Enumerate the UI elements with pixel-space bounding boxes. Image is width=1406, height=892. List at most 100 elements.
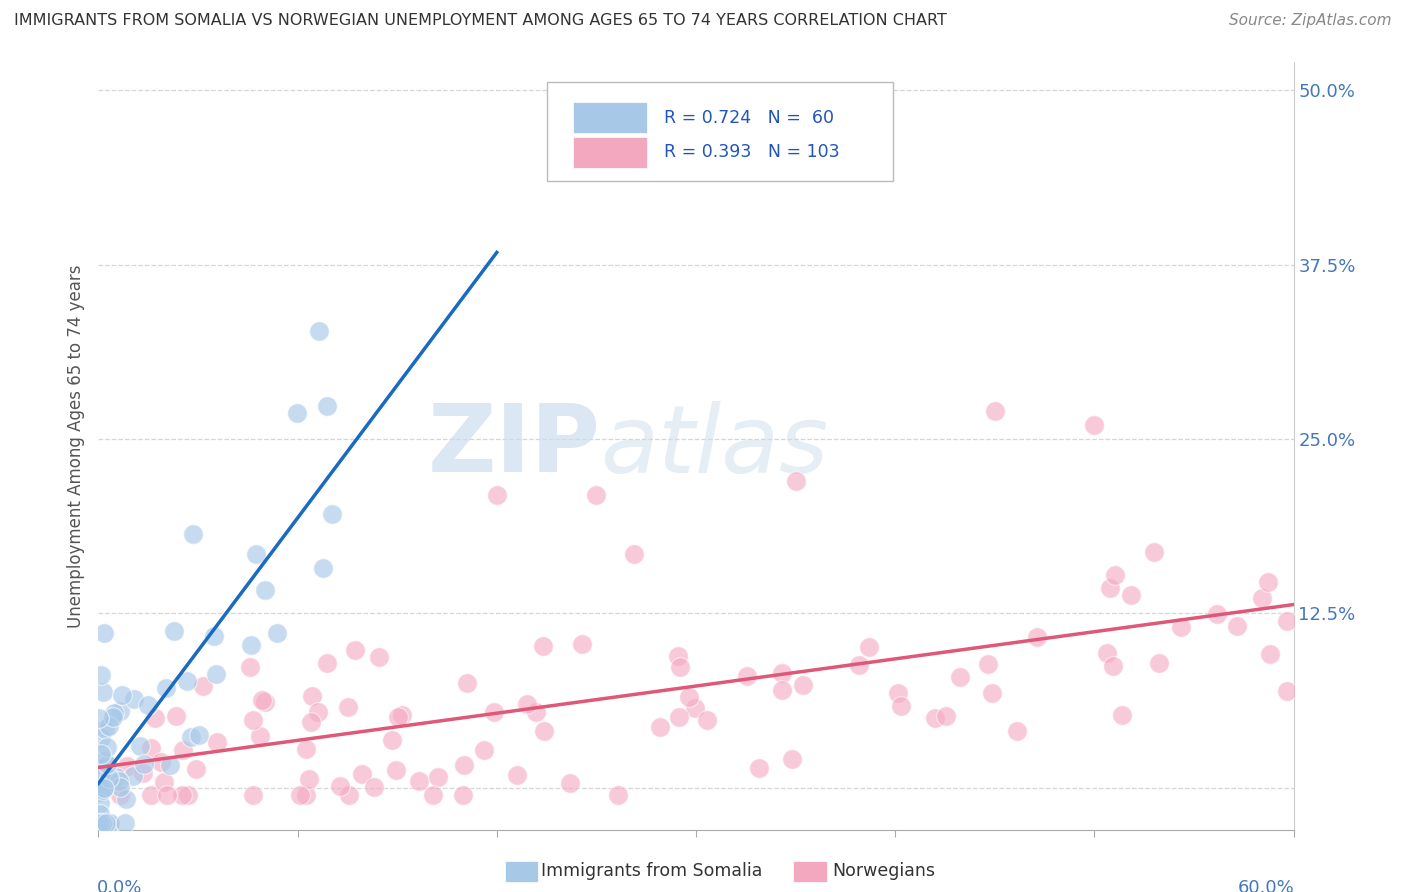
Point: [785, 474, 807, 488]
Point: [295, 788, 318, 802]
Point: [343, 642, 366, 657]
Point: [91, 684, 114, 698]
Point: [301, 689, 323, 703]
Point: [115, 792, 138, 806]
Point: [1257, 574, 1279, 589]
Point: [606, 788, 628, 802]
Point: [585, 488, 607, 502]
Point: [89, 796, 111, 810]
Point: [108, 788, 131, 802]
Point: [307, 706, 329, 720]
Point: [337, 788, 360, 802]
Point: [391, 707, 413, 722]
Text: 0.0%: 0.0%: [97, 880, 142, 892]
Point: [1170, 619, 1192, 633]
Point: [139, 741, 162, 756]
FancyBboxPatch shape: [572, 136, 647, 168]
FancyBboxPatch shape: [547, 81, 893, 181]
Point: [180, 731, 202, 745]
Point: [93, 781, 115, 796]
Point: [352, 767, 374, 781]
Point: [453, 758, 475, 772]
Point: [889, 699, 911, 714]
Point: [648, 720, 671, 734]
Point: [571, 637, 593, 651]
Point: [101, 710, 124, 724]
Point: [91, 783, 114, 797]
Point: [163, 624, 186, 638]
Point: [1026, 630, 1049, 644]
Point: [981, 686, 1004, 700]
Point: [666, 648, 689, 663]
Point: [315, 399, 337, 413]
Point: [188, 728, 211, 742]
Point: [792, 678, 814, 692]
Point: [104, 771, 127, 785]
Point: [782, 752, 804, 766]
Point: [94, 815, 117, 830]
Text: 60.0%: 60.0%: [1237, 880, 1295, 892]
Point: [89, 762, 111, 776]
Point: [426, 770, 449, 784]
Point: [177, 788, 200, 802]
Point: [239, 660, 262, 674]
Text: R = 0.393   N = 103: R = 0.393 N = 103: [664, 144, 839, 161]
Point: [108, 704, 131, 718]
Text: Immigrants from Somalia: Immigrants from Somalia: [541, 863, 762, 880]
Point: [308, 324, 330, 338]
Point: [558, 776, 581, 790]
Point: [1111, 707, 1133, 722]
Point: [935, 708, 957, 723]
Point: [242, 788, 264, 802]
Point: [172, 743, 194, 757]
Point: [315, 657, 337, 671]
Point: [115, 759, 138, 773]
Point: [96, 756, 118, 771]
Point: [170, 788, 193, 802]
Point: [485, 488, 508, 502]
Point: [363, 780, 385, 795]
FancyBboxPatch shape: [572, 103, 647, 133]
Point: [1205, 607, 1227, 621]
Point: [453, 788, 475, 802]
Point: [181, 527, 204, 541]
Point: [245, 547, 267, 561]
Point: [858, 640, 880, 654]
Point: [111, 688, 134, 702]
Point: [1099, 582, 1122, 596]
Point: [89, 815, 111, 830]
Point: [155, 681, 177, 695]
Point: [254, 696, 277, 710]
Point: [1275, 614, 1298, 628]
Point: [623, 547, 645, 561]
Point: [524, 706, 547, 720]
Point: [205, 734, 228, 748]
Point: [531, 639, 554, 653]
Point: [89, 806, 111, 821]
Point: [887, 686, 910, 700]
Point: [153, 775, 176, 789]
Point: [87, 815, 110, 830]
Point: [533, 723, 555, 738]
Point: [149, 755, 172, 769]
Point: [337, 700, 360, 714]
Point: [184, 762, 207, 776]
Point: [1121, 588, 1143, 602]
Point: [202, 629, 225, 643]
Point: [1104, 568, 1126, 582]
Point: [89, 815, 111, 830]
Point: [98, 771, 121, 785]
Point: [848, 657, 870, 672]
Point: [385, 763, 408, 777]
Point: [506, 767, 529, 781]
Point: [1101, 658, 1123, 673]
Point: [1275, 684, 1298, 698]
Point: [240, 638, 263, 652]
Text: atlas: atlas: [600, 401, 828, 491]
Point: [134, 756, 156, 771]
Point: [1258, 647, 1281, 661]
Point: [1005, 724, 1028, 739]
Point: [90, 668, 112, 682]
Point: [91, 815, 114, 830]
Text: Norwegians: Norwegians: [832, 863, 935, 880]
